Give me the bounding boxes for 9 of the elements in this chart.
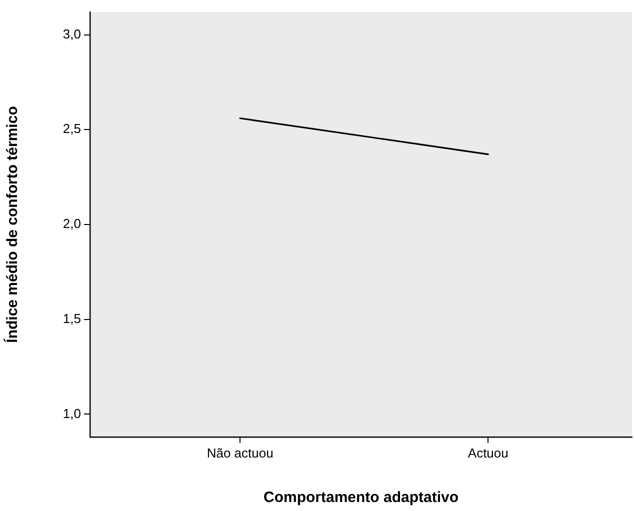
y-tick-label: 2,5 bbox=[62, 121, 81, 136]
y-tick-label: 3,0 bbox=[62, 26, 81, 42]
y-tick-label: 1,5 bbox=[62, 310, 81, 326]
y-tick-label: 2,0 bbox=[62, 216, 81, 232]
y-tick-label: 1,0 bbox=[62, 406, 81, 421]
x-axis-title: Comportamento adaptativo bbox=[263, 489, 459, 506]
x-tick-label: Actuou bbox=[468, 445, 508, 460]
x-tick-label: Não actuou bbox=[206, 445, 274, 460]
y-axis-title: Índice médio de conforto térmico bbox=[3, 106, 22, 343]
